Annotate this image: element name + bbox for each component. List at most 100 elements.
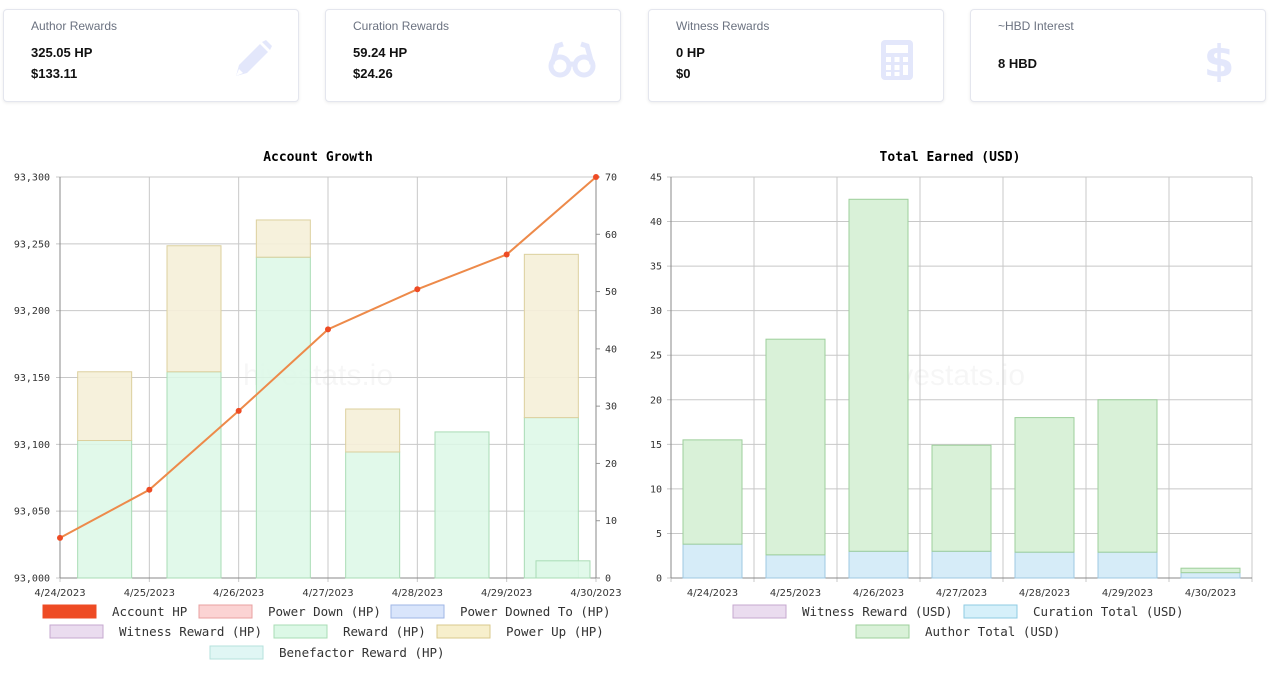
bar-reward-hp: [77, 440, 133, 579]
bar-author-total: [1180, 567, 1241, 574]
legend-label: Power Downed To (HP): [460, 604, 611, 619]
bar-power-up-hp: [77, 371, 133, 442]
x-tick-label: 4/28/2023: [1019, 588, 1070, 599]
legend-label: Power Up (HP): [506, 624, 604, 639]
y-tick-label: 30: [650, 306, 662, 317]
legend-swatch: [198, 604, 253, 619]
watermark: hivestats.io: [243, 359, 393, 392]
bar-reward-hp: [523, 417, 579, 579]
bar-author-total: [848, 198, 909, 552]
legend-label: Curation Total (USD): [1033, 604, 1184, 619]
x-tick-label: 4/25/2023: [124, 588, 175, 599]
bar-power-up-hp: [523, 253, 579, 419]
bar-reward-hp: [255, 256, 311, 579]
bar-curation-total: [1014, 551, 1075, 579]
y-tick-label-left: 93,300: [14, 173, 50, 184]
card-value-usd: $0: [676, 66, 691, 81]
y-tick-label-right: 10: [605, 516, 617, 527]
bar-curation-total: [931, 550, 992, 579]
legend-swatch: [49, 624, 104, 639]
y-tick-label-left: 93,000: [14, 574, 50, 585]
card-title: Curation Rewards: [353, 19, 450, 33]
legend-swatch: [209, 645, 264, 660]
legend-swatch: [42, 604, 97, 619]
y-tick-label: 5: [656, 529, 662, 540]
x-tick-label: 4/27/2023: [302, 588, 353, 599]
y-tick-label-left: 93,050: [14, 507, 50, 518]
legend-swatch: [732, 604, 787, 619]
bar-author-total: [765, 338, 826, 556]
y-tick-label-right: 30: [605, 402, 617, 413]
x-tick-label: 4/30/2023: [570, 588, 621, 599]
bar-curation-total: [848, 550, 909, 579]
point-account-hp: [593, 174, 599, 180]
point-account-hp: [414, 286, 421, 293]
bar-author-total: [682, 439, 743, 545]
x-tick-label: 4/25/2023: [770, 588, 821, 599]
x-tick-label: 4/27/2023: [936, 588, 987, 599]
legend-label: Account HP: [112, 604, 187, 619]
card-title: Author Rewards: [31, 19, 118, 33]
y-tick-label-left: 93,100: [14, 440, 50, 451]
hbd-interest-card: ~HBD Interest 8 HBD $: [970, 9, 1266, 102]
y-tick-label: 25: [650, 351, 662, 362]
dollar-icon: $: [1204, 38, 1235, 82]
chart-title: Total Earned (USD): [880, 150, 1021, 165]
bar-author-total: [1097, 399, 1158, 553]
y-tick-label-left: 93,150: [14, 373, 50, 384]
x-tick-label: 4/28/2023: [392, 588, 443, 599]
x-tick-label: 4/29/2023: [1102, 588, 1153, 599]
line-account-hp: [59, 176, 597, 539]
bar-reward-hp: [166, 371, 222, 579]
y-tick-label-right: 50: [605, 287, 617, 298]
x-tick-label: 4/26/2023: [213, 588, 264, 599]
calculator-icon: [881, 40, 913, 80]
legend-label: Power Down (HP): [268, 604, 381, 619]
x-tick-label: 4/26/2023: [853, 588, 904, 599]
point-account-hp: [146, 486, 153, 493]
bar-power-up-hp: [166, 245, 222, 373]
y-tick-label: 35: [650, 262, 662, 273]
bar-curation-total: [765, 554, 826, 579]
legend-label: Witness Reward (USD): [802, 604, 953, 619]
y-tick-label: 15: [650, 440, 662, 451]
witness-rewards-card: Witness Rewards 0 HP $0: [648, 9, 944, 102]
y-tick-label-right: 40: [605, 344, 617, 355]
bar-reward-hp: [535, 560, 591, 579]
legend-swatch: [855, 624, 910, 639]
point-account-hp: [325, 326, 331, 333]
card-value-hbd: 8 HBD: [998, 56, 1038, 71]
card-value-usd: $24.26: [353, 66, 393, 81]
legend-label: Author Total (USD): [925, 624, 1060, 639]
legend-swatch: [390, 604, 445, 619]
bar-author-total: [1014, 417, 1075, 553]
chart-title: Account Growth: [263, 150, 373, 165]
x-tick-label: 4/24/2023: [34, 588, 85, 599]
curation-rewards-card: Curation Rewards 59.24 HP $24.26: [325, 9, 621, 102]
card-value-hp: 59.24 HP: [353, 45, 408, 60]
bar-reward-hp: [434, 431, 490, 579]
y-tick-label-right: 0: [605, 574, 611, 585]
bar-reward-hp: [345, 451, 401, 579]
legend-swatch: [963, 604, 1018, 619]
legend-label: Benefactor Reward (HP): [279, 645, 445, 660]
legend-swatch: [273, 624, 328, 639]
point-account-hp: [503, 251, 510, 258]
card-value-usd: $133.11: [31, 66, 78, 81]
y-tick-label-right: 60: [605, 230, 617, 241]
bar-author-total: [931, 444, 992, 552]
bar-curation-total: [1180, 572, 1241, 579]
card-value-hp: 0 HP: [676, 45, 705, 60]
card-title: ~HBD Interest: [998, 19, 1074, 33]
y-tick-label: 45: [650, 173, 662, 184]
bar-power-up-hp: [345, 408, 401, 453]
x-tick-label: 4/24/2023: [687, 588, 738, 599]
glasses-icon: [548, 41, 596, 78]
y-tick-label-right: 20: [605, 459, 617, 470]
x-tick-label: 4/29/2023: [481, 588, 532, 599]
y-tick-label-left: 93,250: [14, 239, 50, 250]
pencil-icon: [236, 40, 272, 76]
legend-swatch: [436, 624, 491, 639]
bar-power-up-hp: [255, 219, 311, 258]
y-tick-label-right: 70: [605, 173, 617, 184]
